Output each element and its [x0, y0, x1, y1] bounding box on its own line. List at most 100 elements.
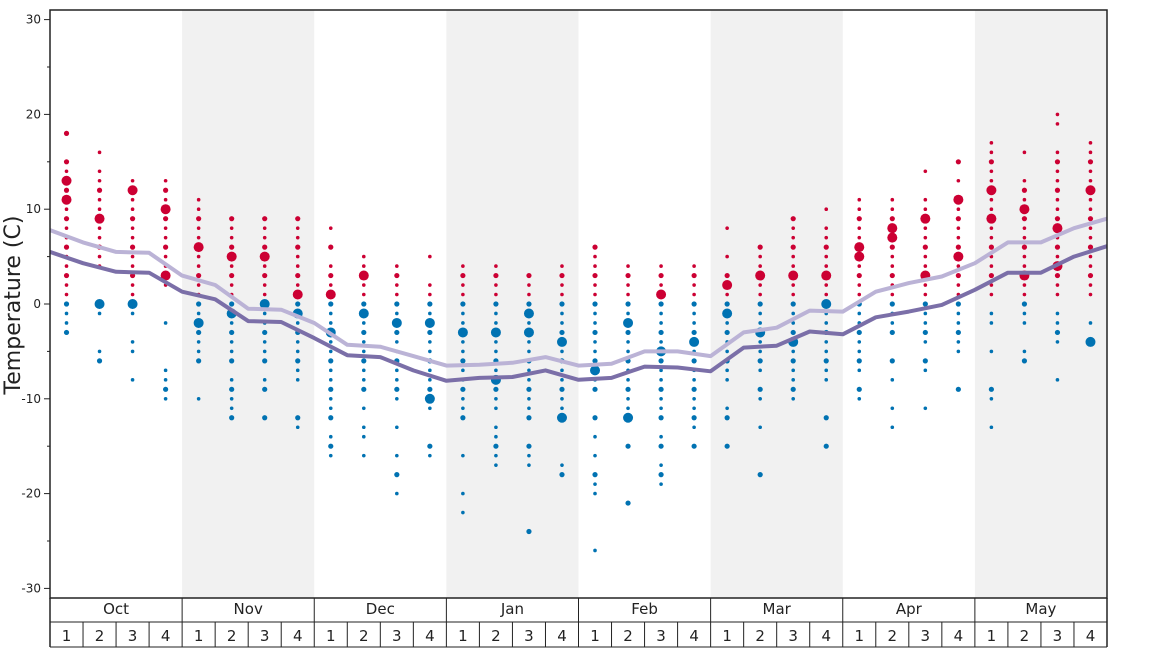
temperature-dot — [229, 406, 234, 411]
temperature-dot — [295, 301, 301, 307]
month-label-nov: Nov — [234, 600, 263, 618]
temperature-dot — [428, 349, 432, 354]
temperature-dot — [64, 311, 69, 316]
temperature-dot — [592, 301, 598, 307]
temperature-dot — [724, 415, 730, 421]
temperature-dot — [593, 491, 597, 496]
y-tick-label: -10 — [21, 392, 41, 406]
temperature-dot — [989, 321, 994, 325]
temperature-dot — [1087, 216, 1094, 222]
week-label: 3 — [524, 627, 534, 645]
temperature-dot — [788, 270, 799, 281]
temperature-dot — [625, 329, 631, 336]
temperature-dot — [490, 327, 501, 338]
temperature-dot — [361, 378, 366, 382]
temperature-dot — [659, 264, 663, 268]
temperature-dot — [1021, 216, 1028, 222]
temperature-dot — [262, 311, 267, 316]
temperature-dot — [391, 317, 402, 328]
temperature-dot — [854, 251, 865, 262]
temperature-dot — [127, 299, 138, 309]
temperature-dot — [722, 280, 733, 291]
temperature-dot — [757, 358, 763, 364]
temperature-dot — [790, 244, 796, 250]
temperature-dot — [890, 254, 895, 259]
temperature-dot — [626, 292, 630, 297]
temperature-dot — [328, 301, 334, 307]
temperature-dot — [626, 397, 630, 401]
month-label-oct: Oct — [103, 600, 129, 618]
temperature-dot — [989, 207, 994, 211]
temperature-dot — [461, 406, 465, 411]
week-label: 4 — [293, 627, 303, 645]
temperature-dot — [956, 207, 961, 211]
temperature-dot — [791, 283, 796, 287]
temperature-dot — [328, 321, 333, 325]
temperature-dot — [1055, 311, 1060, 316]
temperature-dot — [725, 349, 729, 354]
temperature-dot — [94, 299, 105, 309]
week-label: 1 — [590, 627, 600, 645]
temperature-dot — [659, 378, 663, 382]
temperature-dot — [196, 340, 201, 344]
temperature-dot — [989, 226, 994, 230]
temperature-dot — [560, 397, 564, 401]
temperature-dot — [593, 283, 597, 287]
temperature-dot — [494, 425, 498, 430]
week-label: 2 — [755, 627, 765, 645]
week-label: 1 — [722, 627, 732, 645]
temperature-dot — [428, 340, 432, 344]
temperature-dot — [857, 292, 862, 297]
temperature-dot — [559, 272, 565, 279]
x-axis: Oct 1 2 3 4 Nov 1 2 3 4 Dec 1 2 3 4 Jan 1 2 3 4 Feb 1 2 3 4 Mar 1 2… — [49, 598, 1108, 648]
temperature-dot — [527, 283, 531, 287]
temperature-dot — [758, 292, 762, 297]
temperature-dot — [130, 226, 135, 230]
temperature-dot — [1088, 141, 1093, 145]
temperature-dot — [559, 329, 565, 336]
temperature-dot — [890, 207, 895, 211]
week-label: 2 — [888, 627, 898, 645]
temperature-dot — [1055, 321, 1060, 325]
week-label: 2 — [359, 627, 369, 645]
temperature-dot — [659, 283, 663, 287]
temperature-dot — [395, 264, 399, 268]
temperature-dot — [262, 216, 268, 222]
temperature-dot — [1055, 207, 1060, 211]
temperature-dot — [560, 463, 564, 467]
temperature-dot — [196, 283, 201, 287]
temperature-dot — [757, 386, 763, 392]
temperature-dot — [1088, 207, 1093, 211]
y-axis-label: Temperature (C) — [1, 216, 26, 396]
temperature-dot — [560, 321, 564, 325]
temperature-dot — [493, 301, 499, 307]
temperature-dot — [163, 368, 168, 373]
temperature-dot — [127, 185, 138, 196]
temperature-dot — [394, 472, 400, 478]
temperature-dot — [722, 308, 733, 319]
temperature-dot — [328, 311, 333, 316]
temperature-dot — [295, 378, 300, 382]
temperature-dot — [923, 283, 928, 287]
month-label-may: May — [1025, 600, 1056, 618]
temperature-dot — [461, 510, 465, 515]
temperature-dot — [262, 244, 268, 250]
temperature-dot — [494, 349, 498, 354]
temperature-dot — [956, 226, 961, 230]
temperature-dot — [526, 443, 532, 449]
temperature-dot — [560, 311, 564, 316]
temperature-dot — [328, 453, 333, 458]
temperature-dot — [592, 329, 598, 336]
temperature-dot — [526, 301, 532, 307]
temperature-dot — [196, 301, 202, 307]
temperature-dot — [824, 378, 829, 382]
temperature-dot — [955, 301, 961, 307]
temperature-dot — [824, 207, 829, 211]
temperature-dot — [956, 178, 961, 183]
temperature-dot — [791, 254, 796, 259]
temperature-dot — [626, 264, 630, 268]
temperature-dot — [923, 207, 928, 211]
temperature-dot — [692, 425, 696, 430]
temperature-dot — [427, 329, 433, 336]
temperature-dot — [461, 283, 465, 287]
